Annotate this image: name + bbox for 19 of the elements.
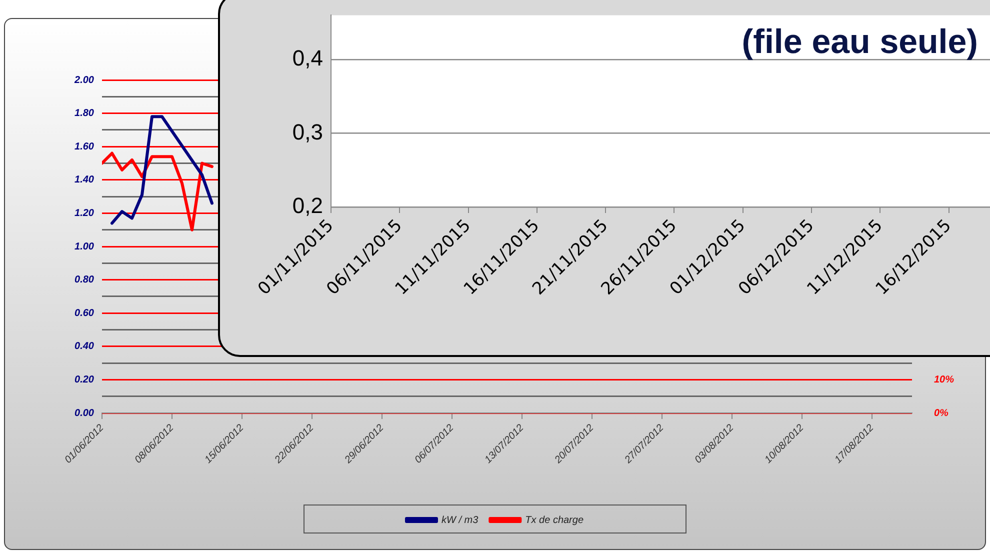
y-tick-label: 2.00 (74, 74, 94, 86)
y-tick-label: 1.40 (74, 174, 94, 186)
y-tick-label: 0,4 (292, 46, 323, 71)
legend-label: Tx de charge (525, 514, 584, 526)
y-tick-label: 0,3 (292, 119, 323, 144)
y2-tick-label: 10% (934, 374, 954, 386)
y-tick-label: 1.60 (74, 141, 94, 152)
y-tick-label: 0.60 (74, 308, 94, 319)
legend-label: kW / m3 (441, 514, 479, 526)
y-tick-label: 1.20 (74, 208, 94, 219)
chart-title: (file eau seule) (742, 23, 978, 62)
y-tick-label: 1.80 (74, 108, 94, 120)
y-tick-label: 0.20 (74, 374, 94, 386)
y-tick-label: 0,2 (292, 193, 323, 218)
y-tick-label: 0.00 (74, 408, 94, 419)
y-tick-label: 1.00 (74, 241, 94, 252)
y-tick-label: 0.80 (74, 274, 94, 286)
y2-tick-label: 0% (934, 408, 949, 419)
y-tick-label: 0.40 (74, 341, 94, 352)
